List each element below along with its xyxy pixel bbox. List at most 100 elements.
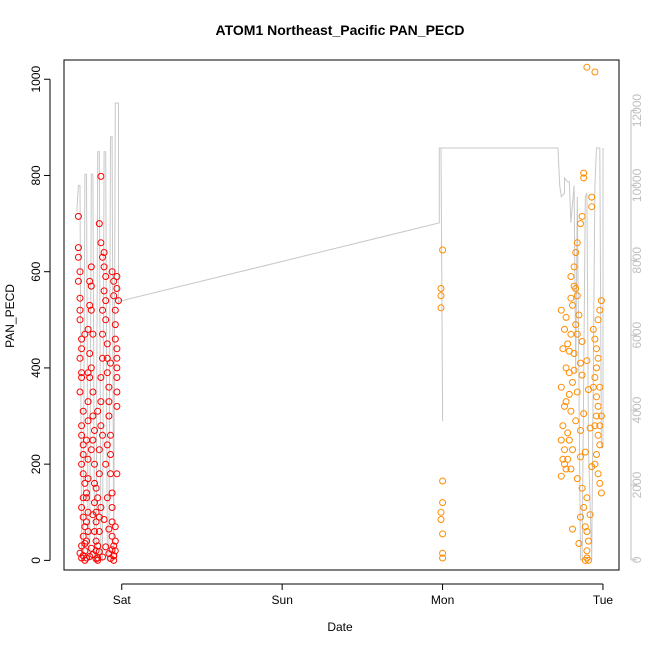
data-point-series-2	[597, 297, 605, 305]
data-point-series-2	[573, 292, 581, 300]
data-point-series-1	[81, 330, 89, 338]
data-point-series-2	[437, 292, 445, 300]
data-point-series-2	[557, 472, 565, 480]
data-point-series-1	[97, 504, 105, 511]
data-point-series-1	[110, 292, 118, 300]
data-point-series-1	[81, 523, 89, 531]
data-point-series-2	[569, 446, 576, 454]
data-point-series-1	[91, 499, 98, 507]
data-point-series-1	[89, 412, 97, 420]
x-tick-label: Tue	[593, 593, 614, 607]
data-point-series-2	[583, 528, 591, 535]
data-point-series-2	[591, 335, 599, 343]
data-point-series-1	[78, 374, 86, 381]
x-axis-title: Date	[327, 620, 353, 634]
data-point-series-1	[111, 306, 119, 314]
right-tick-label: 10000	[630, 168, 644, 202]
data-point-series-2	[585, 537, 592, 545]
data-point-series-1	[87, 446, 95, 454]
data-point-series-2	[565, 436, 573, 444]
data-point-series-1	[97, 374, 105, 381]
data-point-series-1	[105, 383, 113, 391]
data-point-series-2	[588, 463, 596, 471]
data-point-series-1	[113, 364, 121, 372]
altitude-line	[76, 102, 604, 561]
data-point-series-2	[585, 556, 592, 564]
data-point-series-2	[575, 311, 583, 319]
data-point-series-2	[439, 246, 447, 254]
data-point-series-2	[586, 511, 594, 519]
data-point-series-2	[583, 357, 591, 365]
data-point-series-1	[113, 374, 121, 381]
data-point-series-2	[562, 364, 570, 372]
data-point-series-1	[111, 335, 119, 343]
data-point-series-1	[79, 451, 87, 458]
data-point-series-1	[81, 540, 89, 547]
data-point-series-1	[102, 543, 110, 551]
data-point-series-2	[439, 530, 447, 538]
data-point-series-2	[559, 455, 567, 463]
data-point-series-1	[102, 460, 110, 468]
data-point-series-2	[580, 410, 588, 418]
data-point-series-1	[113, 402, 121, 410]
data-point-series-2	[586, 424, 594, 432]
y-tick-label: 800	[29, 165, 43, 185]
plot-frame	[63, 59, 620, 571]
data-point-series-2	[562, 398, 570, 406]
data-point-series-2	[591, 374, 599, 381]
data-point-series-1	[115, 297, 122, 305]
data-point-series-1	[91, 479, 98, 487]
data-point-series-1	[79, 470, 87, 478]
data-point-series-1	[79, 532, 87, 540]
data-point-series-2	[583, 63, 591, 71]
data-point-series-1	[87, 282, 95, 290]
y-tick-label: 600	[29, 261, 43, 281]
y-axis-left: 0 200 400 600 800 1000	[29, 66, 51, 564]
data-point-series-2	[557, 383, 565, 391]
data-point-series-1	[76, 294, 84, 302]
data-point-series-2	[557, 436, 565, 444]
data-point-series-1	[99, 431, 106, 439]
data-point-series-1	[100, 249, 108, 256]
data-point-series-2	[583, 547, 591, 555]
data-point-series-2	[591, 68, 599, 76]
data-point-series-2	[567, 465, 575, 473]
data-point-series-1	[100, 287, 108, 295]
y-tick-label: 0	[29, 557, 43, 564]
data-point-series-2	[567, 294, 575, 302]
data-point-series-1	[83, 554, 90, 562]
data-point-series-1	[103, 441, 111, 449]
data-point-series-1	[113, 354, 121, 362]
data-point-series-1	[107, 431, 114, 439]
data-point-series-2	[596, 383, 604, 391]
data-point-series-1	[103, 494, 111, 502]
data-point-series-1	[78, 554, 86, 562]
data-point-series-2	[572, 321, 580, 329]
data-point-series-1	[99, 354, 106, 362]
data-point-series-1	[84, 398, 92, 406]
data-point-series-1	[111, 537, 119, 545]
data-point-series-1	[78, 345, 86, 353]
data-point-series-2	[564, 340, 572, 348]
data-point-series-1	[108, 268, 116, 276]
data-point-series-1	[91, 460, 98, 468]
data-point-series-2	[594, 354, 602, 362]
data-point-series-2	[437, 508, 445, 516]
data-point-series-2	[593, 451, 600, 458]
data-point-series-2	[567, 407, 575, 415]
data-point-series-1	[103, 369, 111, 377]
data-point-series-2	[597, 412, 605, 420]
y-tick-label: 200	[29, 454, 43, 474]
data-point-series-2	[588, 203, 596, 211]
y-axis-right: 0 2000 4000 6000 8000 10000 12000	[630, 94, 644, 564]
right-tick-label: 2000	[630, 471, 644, 498]
data-point-series-1	[76, 316, 84, 324]
data-point-series-1	[78, 335, 86, 343]
data-point-series-2	[585, 386, 592, 394]
data-point-series-1	[110, 277, 118, 285]
data-point-series-1	[100, 516, 108, 523]
data-point-series-1	[108, 489, 116, 497]
data-point-series-2	[573, 475, 581, 483]
x-tick-label: Mon	[431, 593, 454, 607]
data-point-series-1	[92, 484, 100, 492]
